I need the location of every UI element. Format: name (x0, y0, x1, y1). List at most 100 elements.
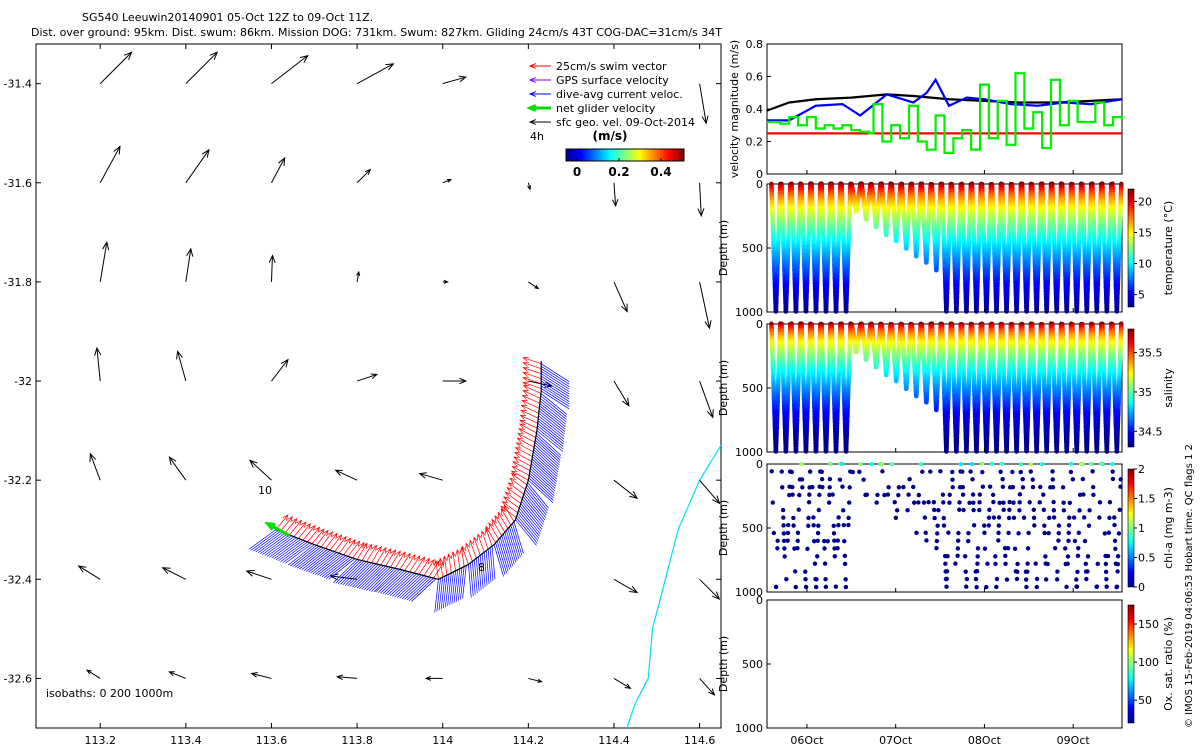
swim-vector (513, 456, 531, 467)
dac-vector (489, 547, 494, 581)
swim-vector-shaft (399, 553, 411, 570)
map-frame (35, 43, 722, 729)
swim-vector-head (345, 537, 352, 544)
dac-vector (401, 575, 427, 600)
geo-vector (442, 75, 468, 85)
swim-vector-head (516, 437, 524, 443)
swim-vector-head (465, 542, 471, 550)
dac-vector (493, 544, 504, 577)
profile-marker (783, 309, 789, 314)
dac-vector (361, 565, 386, 590)
geo-vector-shaft (249, 460, 272, 481)
swim-vector (418, 557, 430, 575)
swim-vector-head (504, 491, 512, 498)
geo-vector-shaft (356, 169, 371, 184)
colorbar-title: (m/s) (593, 129, 628, 143)
dac-vector (515, 517, 538, 544)
swim-vector-shaft (284, 518, 298, 534)
swim-vector-shaft (508, 482, 525, 495)
swim-vector-shaft (409, 555, 421, 573)
geo-vector-shaft (699, 182, 702, 216)
dac-vector (539, 405, 566, 428)
geo-vector (185, 247, 194, 282)
swim-vector (522, 381, 542, 389)
geo-vector (418, 472, 443, 481)
track-label-10: 10 (258, 484, 272, 497)
profile-ytick-label: 500 (742, 242, 763, 255)
profile-marker (924, 259, 929, 265)
geo-vector-head (711, 591, 721, 601)
dac-vector (434, 579, 439, 613)
swim-vector-head (506, 487, 513, 493)
legend-swatch (528, 119, 551, 125)
profile-marker (883, 232, 889, 238)
geo-vector-shaft (271, 157, 286, 184)
dac-vector (510, 525, 521, 558)
swim-vector-shaft (500, 508, 512, 526)
profile-marker (1034, 309, 1039, 314)
swim-vector-shaft (334, 536, 347, 552)
dac-vector (250, 530, 279, 551)
velocity-ytick-label: 0.4 (746, 103, 764, 116)
swim-vector-shaft (500, 505, 517, 518)
dac-vector (519, 505, 542, 532)
dac-vector (366, 566, 391, 591)
dac-vector (349, 563, 374, 587)
legend-label: net glider velocity (556, 102, 656, 115)
swim-vector (506, 487, 523, 500)
swim-vector-shaft (394, 551, 406, 569)
dac-vector (292, 545, 320, 567)
swim-vector-shaft (366, 545, 377, 562)
geo-vector (334, 469, 358, 481)
geo-vector-head (278, 156, 286, 167)
swim-vector-shaft (423, 559, 435, 576)
swim-vector-shaft (513, 456, 531, 467)
dac-vector (371, 568, 396, 592)
geo-vector-shaft (251, 672, 272, 679)
dac-vector (380, 570, 405, 594)
swim-vector-head (503, 496, 510, 502)
geo-vector-shaft (99, 242, 108, 282)
geo-vector-shaft (89, 453, 101, 481)
swim-vector (423, 558, 435, 576)
swim-vector-head (500, 508, 507, 515)
geo-vector (89, 452, 101, 481)
geo-vector-shaft (528, 677, 542, 683)
swim-vector (510, 473, 528, 486)
swim-vector (520, 404, 539, 414)
dac-vector (540, 383, 570, 402)
dac-vector (536, 427, 564, 450)
swim-vector-head (522, 356, 529, 362)
profile-ytick-label: 1000 (735, 306, 763, 319)
swim-vector-head (514, 451, 521, 457)
geo-vector-head (102, 241, 110, 251)
glider-track (275, 361, 542, 580)
geo-vector (613, 479, 639, 500)
swim-vector-head (291, 517, 298, 525)
geo-vector (185, 148, 210, 184)
dac-vector (495, 542, 506, 575)
dac-vector (483, 552, 488, 586)
swim-vector-shaft (280, 516, 293, 532)
dac-vector (537, 422, 564, 445)
geo-vector (699, 83, 709, 125)
dac-vector (284, 543, 313, 564)
swim-vector-shaft (320, 531, 333, 548)
swim-vector (356, 542, 368, 560)
geo-vector-shaft (613, 182, 617, 206)
dac-vector (394, 574, 420, 598)
geo-vector-head (443, 279, 449, 284)
swim-vectors (275, 356, 542, 580)
map-ytick-label: -32 (14, 375, 32, 388)
dac-vector (540, 390, 570, 410)
dac-vector (515, 519, 537, 546)
geo-vector (613, 281, 628, 313)
dac-vector (530, 463, 556, 487)
swim-vector (500, 505, 517, 518)
swim-vector-shaft (385, 549, 396, 567)
legend-label: GPS surface velocity (556, 74, 669, 87)
geo-vector-head (622, 397, 630, 407)
swim-vector (522, 376, 542, 384)
swim-vector (497, 511, 509, 529)
swim-vector-shaft (390, 550, 401, 568)
